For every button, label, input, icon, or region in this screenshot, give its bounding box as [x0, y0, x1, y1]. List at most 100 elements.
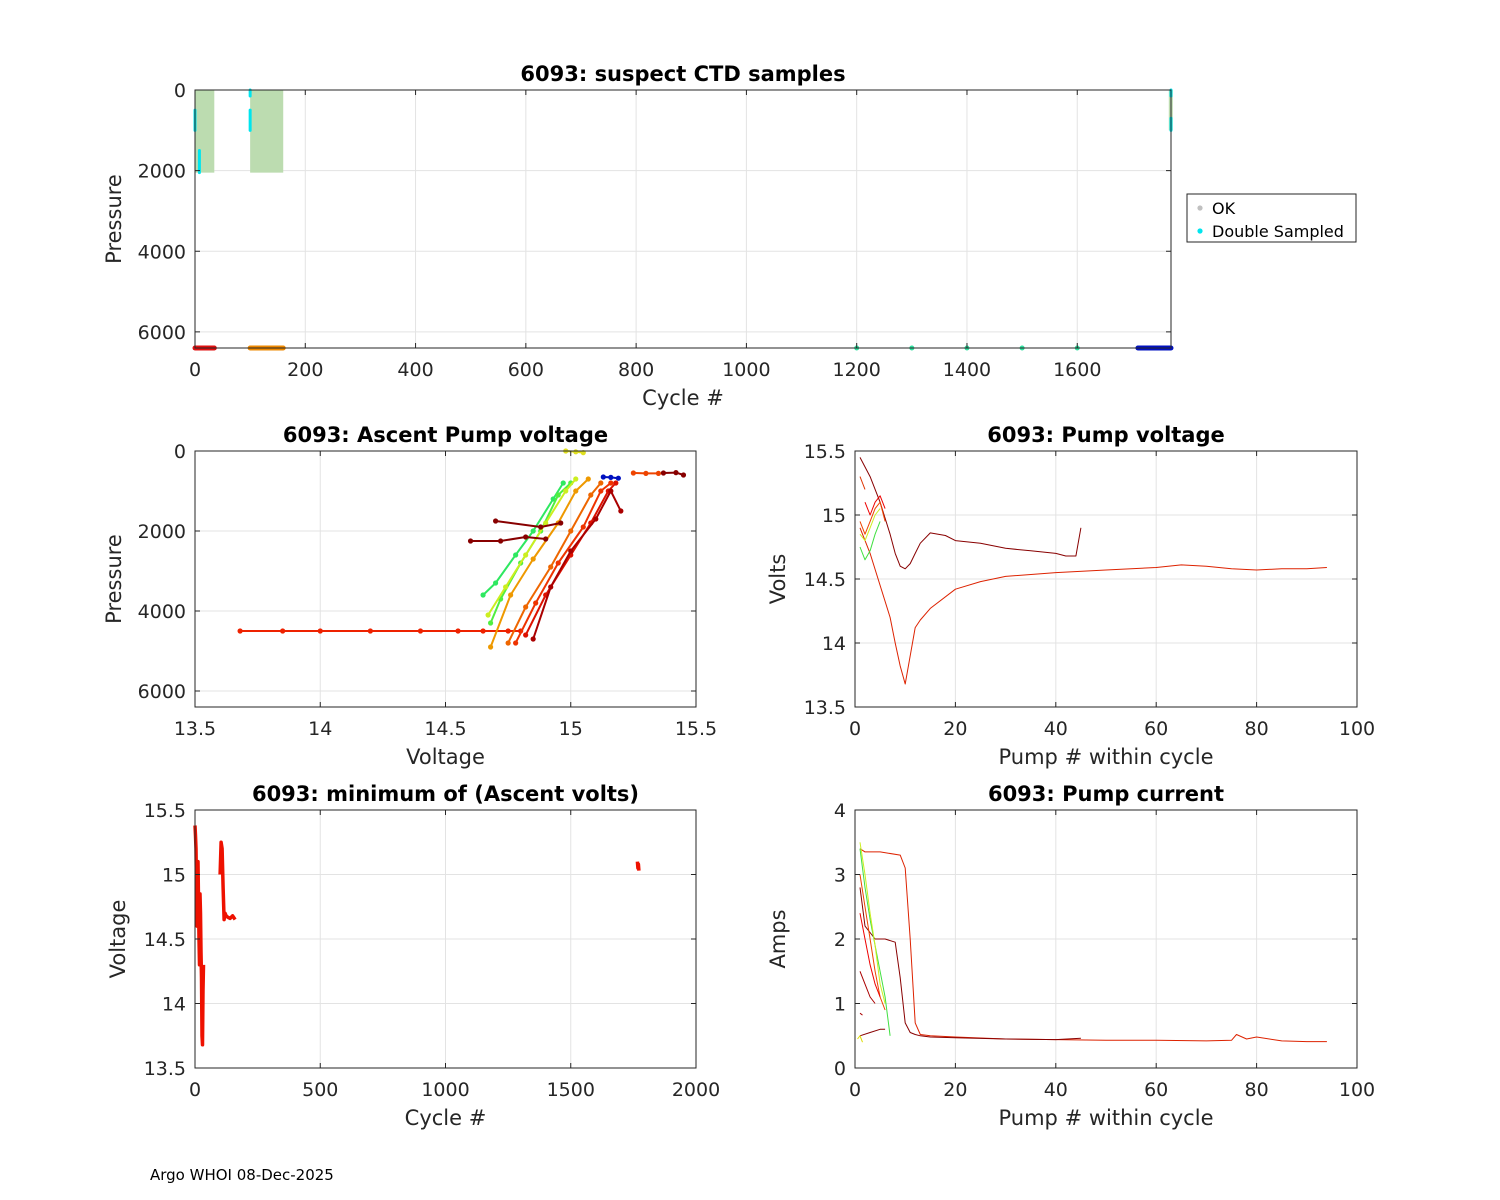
series-line — [859, 476, 866, 490]
y-tick-label: 6000 — [138, 681, 186, 703]
data-point — [573, 449, 579, 455]
x-tick-label: 0 — [849, 718, 861, 740]
y-tick-label: 14 — [822, 633, 846, 655]
legend-marker — [1197, 228, 1203, 234]
series-line — [864, 495, 886, 516]
series-line — [859, 913, 881, 998]
x-tick-label: 600 — [508, 359, 544, 381]
ok-sample-band — [250, 90, 284, 173]
x-axis-label: Pump # within cycle — [999, 745, 1214, 769]
data-point — [317, 628, 323, 634]
x-tick-label: 1200 — [833, 359, 881, 381]
y-axis-label: Amps — [766, 909, 790, 968]
x-tick-label: 2000 — [672, 1079, 720, 1101]
data-point — [615, 475, 621, 481]
data-point — [523, 552, 529, 558]
x-tick-label: 1600 — [1053, 359, 1101, 381]
data-point — [563, 488, 569, 494]
data-point — [280, 628, 286, 634]
y-tick-label: 14.5 — [804, 569, 846, 591]
x-tick-label: 40 — [1044, 1079, 1068, 1101]
data-point — [417, 628, 424, 634]
x-axis-label: Cycle # — [405, 1106, 487, 1130]
y-tick-label: 13.5 — [144, 1058, 186, 1080]
data-point — [568, 548, 574, 554]
data-point — [543, 520, 549, 526]
data-point — [485, 612, 491, 618]
x-tick-label: 0 — [189, 359, 201, 381]
data-point — [467, 538, 474, 544]
series-line — [507, 482, 602, 644]
data-point — [593, 516, 599, 522]
y-tick-label: 6000 — [138, 322, 186, 344]
data-point — [533, 600, 539, 606]
y-tick-label: 4000 — [138, 601, 186, 623]
x-tick-label: 1000 — [722, 359, 770, 381]
data-point — [673, 470, 679, 476]
x-tick-label: 800 — [618, 359, 654, 381]
data-point — [588, 492, 594, 498]
data-point — [367, 628, 373, 634]
x-tick-label: 100 — [1339, 1079, 1375, 1101]
y-tick-label: 3 — [834, 865, 846, 887]
legend-marker — [1197, 205, 1203, 211]
y-tick-label: 14 — [162, 994, 186, 1016]
x-tick-label: 13.5 — [174, 718, 216, 740]
y-tick-label: 15 — [162, 865, 186, 887]
data-point — [558, 520, 564, 526]
data-point — [530, 636, 536, 642]
x-tick-label: 15 — [559, 718, 583, 740]
y-tick-label: 14.5 — [144, 929, 186, 951]
series-line — [859, 887, 1081, 1041]
x-tick-label: 40 — [1044, 718, 1068, 740]
chart-legend: OK Double Sampled — [1186, 193, 1357, 243]
y-tick-label: 2000 — [138, 161, 186, 183]
y-tick-label: 0 — [174, 441, 186, 463]
data-point — [498, 538, 504, 544]
series-line — [859, 501, 886, 535]
chart-title: 6093: minimum of (Ascent volts) — [252, 782, 639, 806]
data-point — [523, 632, 529, 638]
x-tick-label: 500 — [302, 1079, 338, 1101]
y-tick-label: 13.5 — [804, 697, 846, 719]
y-tick-label: 15.5 — [144, 800, 186, 822]
y-tick-label: 2 — [834, 929, 846, 951]
series-line — [857, 1035, 863, 1043]
series-line — [859, 971, 876, 1004]
series-line — [859, 1012, 863, 1016]
data-point — [560, 480, 566, 486]
series-line — [193, 825, 206, 1047]
data-point — [493, 518, 499, 524]
x-tick-label: 1000 — [421, 1079, 469, 1101]
data-point — [530, 528, 536, 534]
plot-area — [195, 90, 1171, 348]
data-point — [237, 628, 243, 634]
x-tick-label: 0 — [849, 1079, 861, 1101]
y-axis-label: Volts — [766, 554, 790, 605]
x-tick-label: 14.5 — [424, 718, 466, 740]
chart-minimum-ascent-volts: 0 500 1000 1500 2000 13.5 14 14.5 15 15.5 6093: mi… — [106, 782, 720, 1130]
ok-sample-band — [195, 90, 215, 173]
data-point — [505, 628, 511, 634]
chart-title: 6093: suspect CTD samples — [520, 62, 845, 86]
y-axis-label: Pressure — [102, 534, 126, 624]
chart-pump-current: 0 20 40 60 80 100 0 1 2 3 4 6093: Pump current Pump … — [766, 782, 1375, 1130]
x-tick-label: 20 — [943, 1079, 967, 1101]
x-tick-label: 400 — [397, 359, 433, 381]
y-tick-label: 0 — [834, 1058, 846, 1080]
legend-box — [1186, 193, 1357, 243]
data-point — [680, 472, 687, 478]
data-point — [573, 476, 579, 482]
data-point — [660, 470, 667, 476]
data-point — [508, 592, 514, 598]
series-line — [859, 521, 881, 561]
x-axis-label: Pump # within cycle — [999, 1106, 1214, 1130]
chart-pump-voltage: 0 20 40 60 80 100 13.5 14 14.5 15 15.5 6093: Pump v… — [766, 423, 1375, 769]
x-tick-label: 15.5 — [675, 718, 717, 740]
chart-ascent-pump-voltage: 13.5 14 14.5 15 15.5 0 2000 4000 6000 6093: Ascen… — [102, 423, 717, 769]
x-tick-label: 1400 — [943, 359, 991, 381]
data-point — [548, 564, 554, 570]
data-point — [598, 480, 604, 486]
x-tick-label: 80 — [1245, 718, 1269, 740]
data-point — [598, 488, 604, 494]
